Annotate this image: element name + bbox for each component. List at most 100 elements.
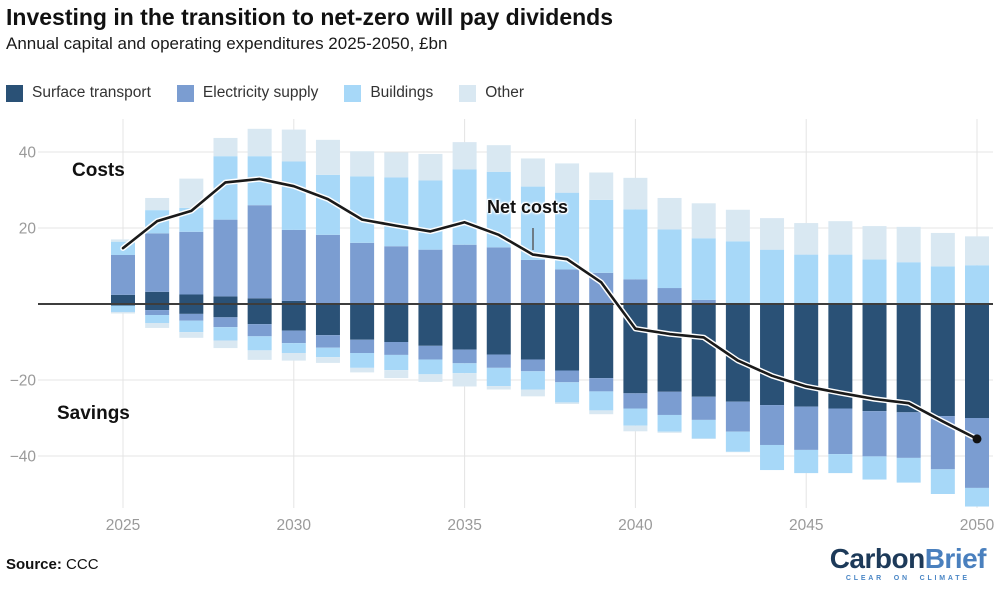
bar-segment-saving (452, 363, 477, 374)
bar-segment-cost (486, 247, 511, 304)
legend-item-electricity-supply: Electricity supply (176, 84, 319, 102)
bar-segment-cost (315, 234, 340, 304)
bar-segment-saving (589, 391, 614, 411)
bar-segment-saving (555, 304, 580, 371)
bar-segment-saving (930, 304, 955, 417)
bar-segment-saving (725, 401, 750, 432)
bar-segment-saving (589, 304, 614, 379)
bar-segment-cost (725, 209, 750, 242)
bar-segment-saving (623, 408, 648, 426)
bar-segment-saving (281, 330, 306, 344)
logo-wordmark: CarbonBrief (830, 543, 987, 574)
bar-segment-cost (965, 265, 989, 304)
bar-segment-cost (760, 218, 785, 250)
bar-segment-saving (828, 408, 853, 455)
x-tick-label: 2035 (447, 517, 481, 534)
bar-segment-cost (418, 153, 443, 181)
bar-segment-saving (315, 357, 340, 363)
bar-segment-saving (965, 418, 989, 488)
bar-segment-cost (452, 142, 477, 170)
bar-segment-saving (213, 327, 238, 341)
bar-segment-cost (623, 209, 648, 280)
bar-segment-cost (213, 137, 238, 157)
bar-segment-saving (691, 419, 716, 439)
bar-segment-cost (111, 239, 135, 242)
legend-item-other: Other (459, 84, 524, 102)
bar-segment-saving (350, 339, 375, 354)
bar-segment-saving (862, 304, 887, 412)
bar-segment-cost (213, 219, 238, 297)
bar-segment-saving (657, 414, 682, 432)
bar-segment-saving (145, 310, 170, 316)
bar-segment-saving (315, 335, 340, 348)
bar-segment-cost (589, 172, 614, 200)
bar-segment-saving (760, 304, 785, 406)
bar-segment-cost (145, 291, 170, 304)
bar-segment-cost (350, 176, 375, 243)
bar-segment-saving (384, 354, 409, 371)
bar-segment-saving (930, 469, 955, 494)
bar-segment-saving (452, 304, 477, 350)
bar-segment-cost (623, 177, 648, 210)
bar-segment-saving (520, 304, 545, 360)
bar-segment-cost (111, 294, 135, 304)
bar-segment-saving (213, 340, 238, 349)
legend-item-buildings: Buildings (344, 84, 433, 102)
bar-segment-cost (828, 221, 853, 255)
savings-zone-label: Savings (57, 403, 130, 424)
bar-segment-saving (589, 410, 614, 415)
bar-segment-saving (281, 353, 306, 361)
bar-segment-saving (418, 359, 443, 375)
bar-segment-saving (589, 378, 614, 392)
net-costs-endpoint-dot (972, 434, 982, 444)
bar-segment-cost (794, 223, 819, 255)
bar-segment-saving (213, 304, 238, 318)
bar-segment-saving (247, 336, 272, 351)
bar-segment-saving (794, 449, 819, 474)
bar-segment-cost (213, 296, 238, 304)
page-title: Investing in the transition to net-zero … (6, 4, 614, 30)
bar-segment-cost (896, 226, 921, 263)
legend-swatch-other (459, 84, 477, 102)
y-tick-label: −40 (10, 449, 37, 466)
carbonbrief-logo: CarbonBrief CLEAR ON CLIMATE (830, 543, 987, 583)
bar-segment-saving (350, 304, 375, 340)
bar-segment-saving (794, 406, 819, 450)
bar-segment-cost (930, 232, 955, 267)
source-text: CCC (61, 556, 99, 573)
legend-swatch-buildings (344, 84, 362, 102)
net-costs-line (121, 177, 979, 441)
bar-segment-saving (486, 367, 511, 387)
bar-segment-saving (452, 373, 477, 387)
bar-segment-saving (179, 313, 204, 321)
bar-segment-saving (247, 304, 272, 325)
bar-segment-saving (111, 311, 135, 314)
bar-segment-saving (520, 389, 545, 397)
bar-segment-saving (965, 487, 989, 507)
logo-brief: Brief (924, 543, 987, 574)
bar-segment-cost (247, 298, 272, 304)
legend-swatch-surface-transport (6, 84, 23, 102)
bar-segment-saving (691, 396, 716, 420)
bar-segment-cost (760, 249, 785, 304)
bar-segment-cost (725, 241, 750, 304)
bar-segment-saving (418, 374, 443, 382)
bar-segment-cost (623, 279, 648, 304)
bar-segment-cost (520, 259, 545, 304)
bar-segment-cost (350, 151, 375, 177)
legend-label: Electricity supply (202, 84, 319, 101)
bar-segment-cost (418, 249, 443, 304)
bar-segment-saving (315, 347, 340, 358)
bar-segment-cost (384, 246, 409, 304)
bar-segment-saving (179, 332, 204, 338)
bar-segment-saving (725, 431, 750, 452)
bar-segment-cost (247, 205, 272, 299)
bar-segment-cost (350, 242, 375, 304)
bar-segment-saving (623, 393, 648, 409)
bar-segment-cost (794, 254, 819, 304)
bar-segment-saving (179, 320, 204, 333)
bar-segment-cost (145, 233, 170, 292)
costs-zone-label: Costs (72, 160, 125, 181)
bar-segment-cost (657, 288, 682, 304)
